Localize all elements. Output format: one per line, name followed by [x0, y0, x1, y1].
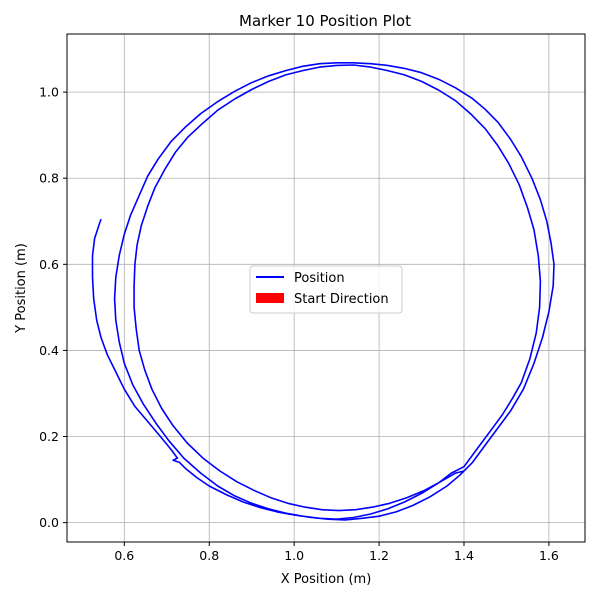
legend: Position Start Direction — [249, 265, 403, 314]
y-tick-label: 0.4 — [39, 343, 59, 358]
legend-start-direction-patch — [256, 293, 284, 303]
legend-box — [249, 265, 403, 314]
chart-title: Marker 10 Position Plot — [239, 12, 411, 30]
y-axis-ticks: 0.0 0.2 0.4 0.6 0.8 1.0 — [39, 85, 67, 530]
y-tick-label: 0.6 — [39, 257, 59, 272]
x-tick-label: 1.4 — [454, 548, 474, 563]
legend-position-label: Position — [294, 271, 345, 286]
y-tick-label: 0.8 — [39, 171, 59, 186]
x-tick-label: 0.8 — [199, 548, 219, 563]
y-tick-label: 0.0 — [39, 515, 59, 530]
x-tick-label: 0.6 — [114, 548, 134, 563]
x-tick-label: 1.0 — [284, 548, 304, 563]
legend-start-direction-label: Start Direction — [294, 292, 389, 307]
y-tick-label: 0.2 — [39, 429, 59, 444]
series-position — [91, 62, 555, 521]
y-axis-label: Y Position (m) — [14, 243, 29, 334]
x-tick-label: 1.2 — [369, 548, 389, 563]
x-axis-ticks: 0.6 0.8 1.0 1.2 1.4 1.6 — [114, 542, 559, 563]
y-tick-label: 1.0 — [39, 85, 59, 100]
plot-area-frame — [66, 33, 586, 543]
x-axis-label: X Position (m) — [281, 572, 372, 587]
x-tick-label: 1.6 — [539, 548, 559, 563]
series-line-position — [91, 62, 555, 521]
